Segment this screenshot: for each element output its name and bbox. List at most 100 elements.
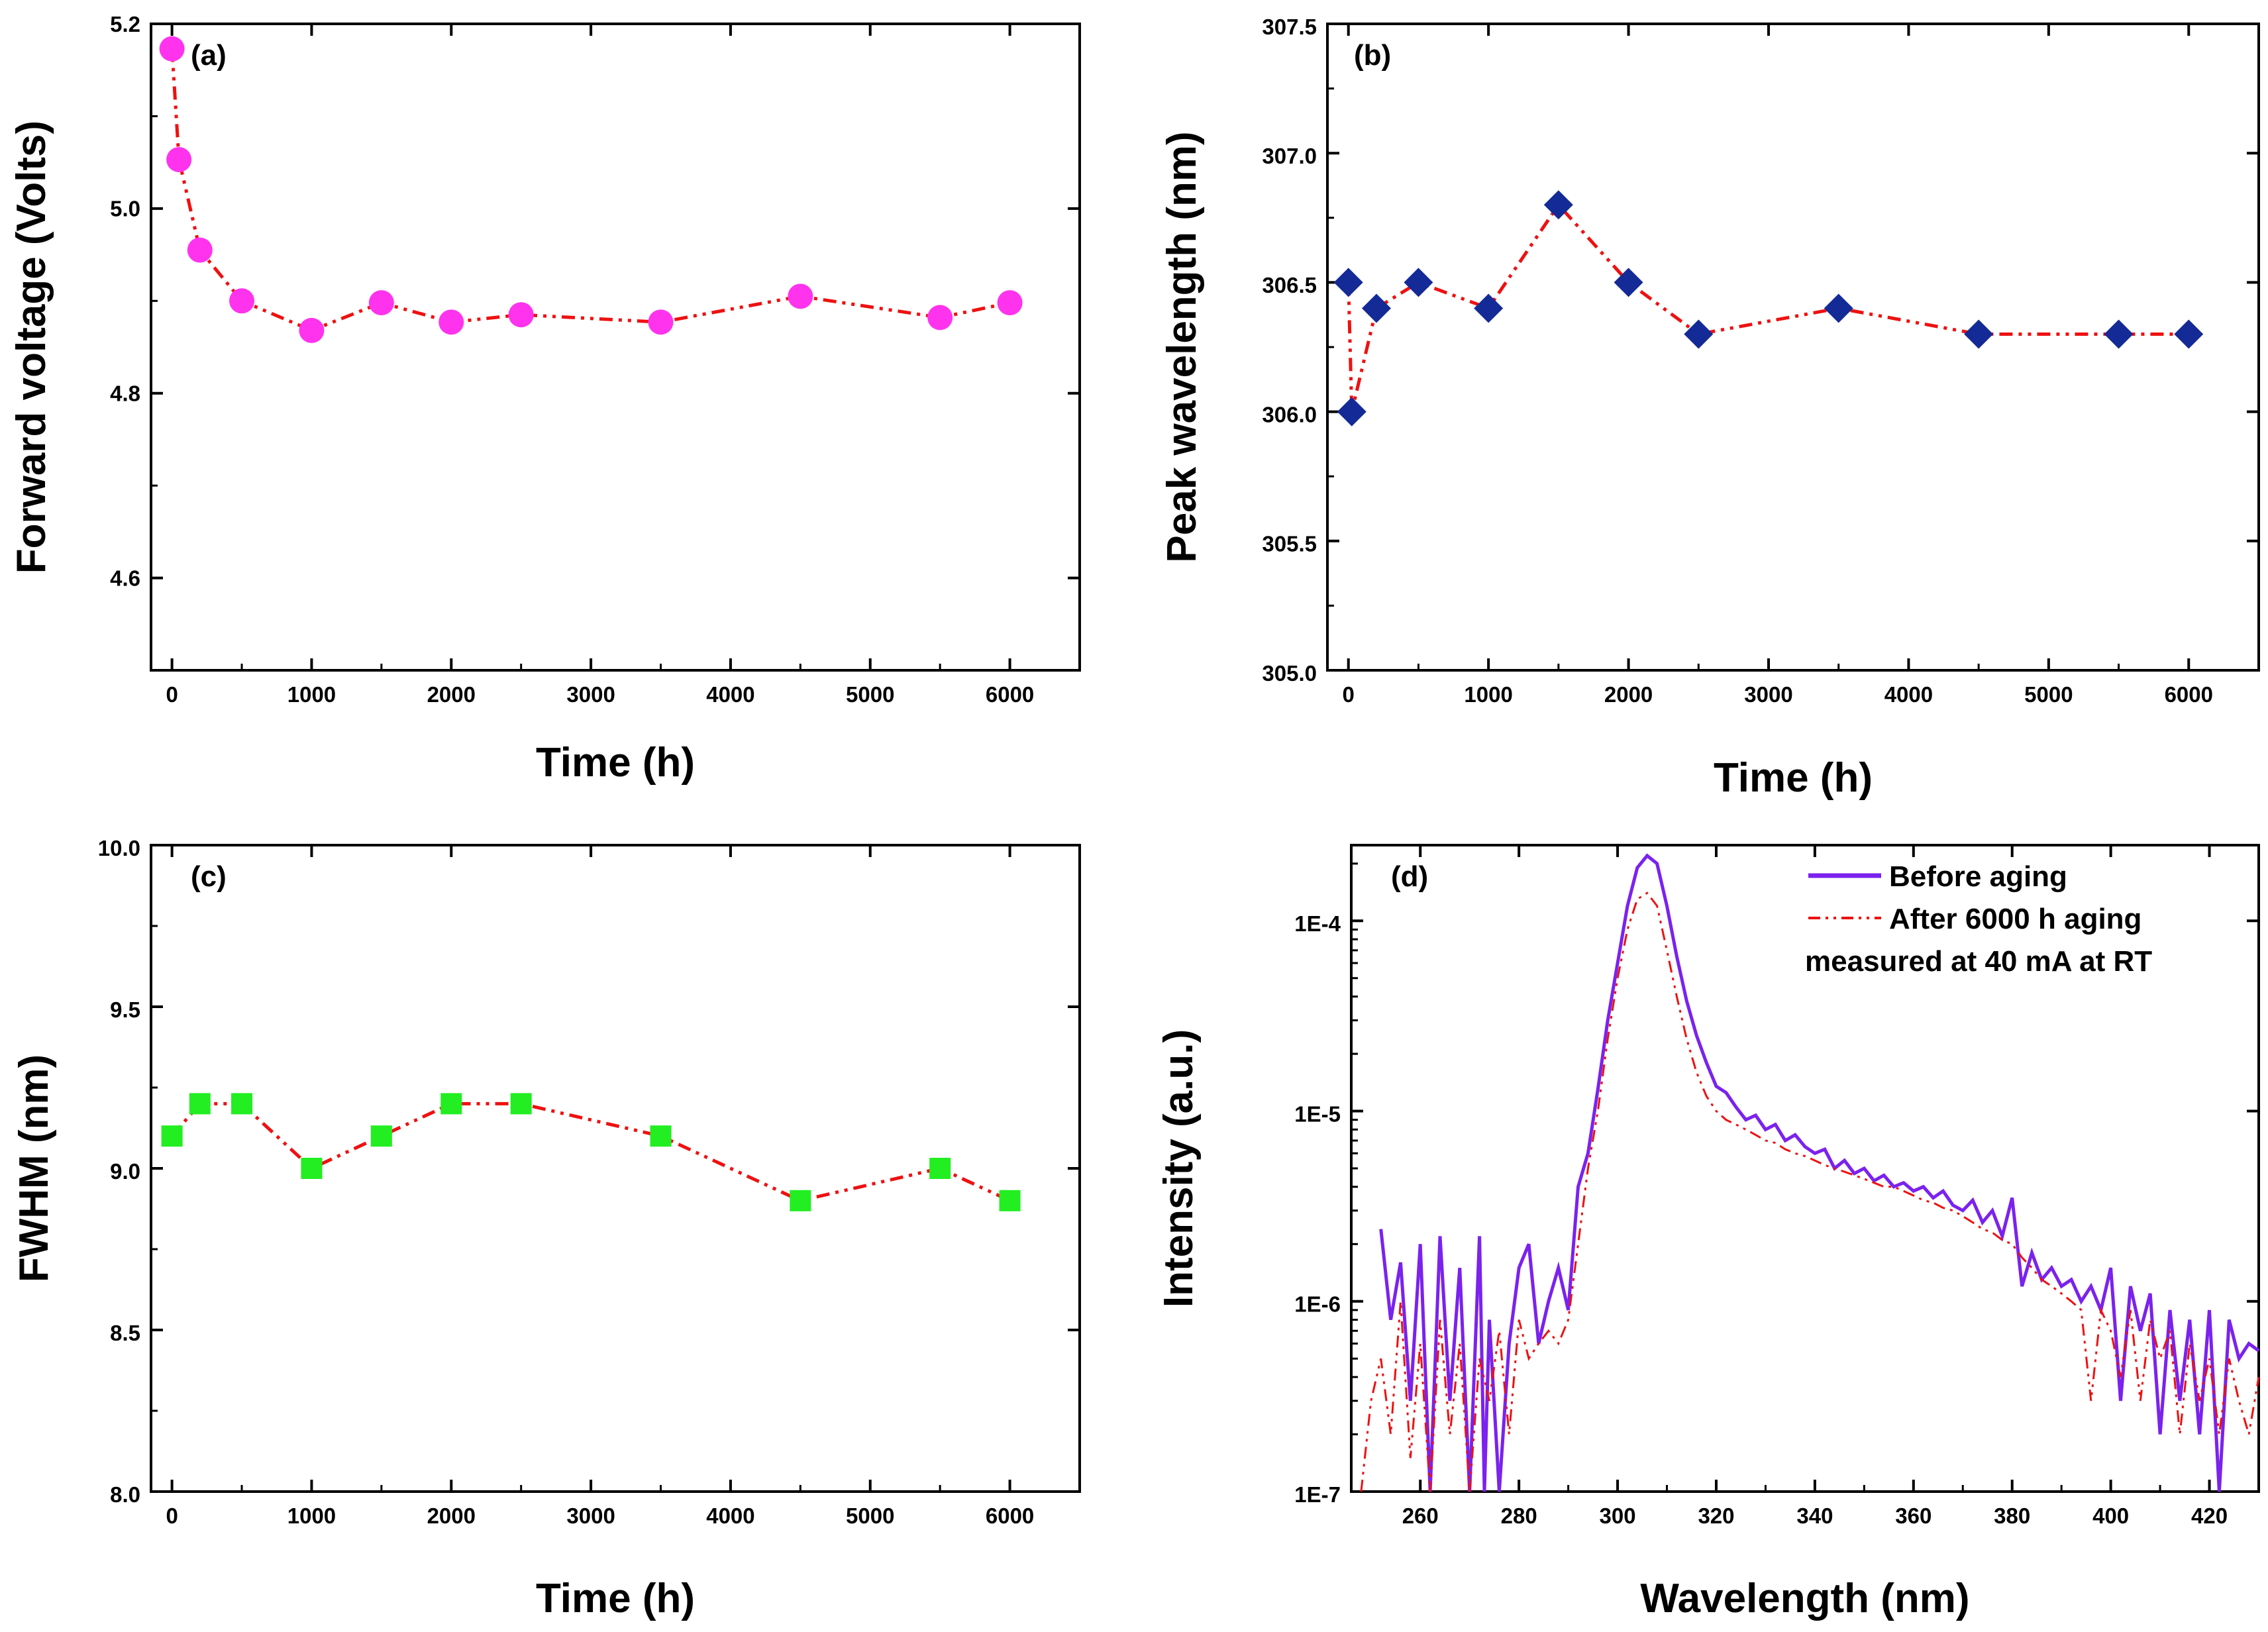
data-point-c bbox=[189, 1093, 211, 1115]
x-tick-label-a: 1000 bbox=[287, 682, 336, 707]
x-tick-label-c: 5000 bbox=[846, 1504, 894, 1528]
y-tick-label-a: 4.8 bbox=[110, 382, 140, 406]
data-point-a bbox=[187, 237, 213, 263]
panel-b: 0 1000 2000 3000 4000 5000 6000 305.0 305.5 306.0… bbox=[1159, 15, 2260, 801]
data-point-a bbox=[927, 305, 953, 331]
x-tick-label-d: 340 bbox=[1796, 1504, 1833, 1528]
data-point-b bbox=[1333, 268, 1363, 297]
y-tick-label-c: 8.5 bbox=[110, 1321, 140, 1345]
data-point-b bbox=[2104, 319, 2134, 349]
x-axis-title-a: Time (h) bbox=[536, 740, 695, 786]
x-axis-title-c: Time (h) bbox=[536, 1576, 695, 1621]
x-tick-label-a: 6000 bbox=[986, 682, 1034, 707]
x-tick-label-a: 3000 bbox=[566, 682, 615, 707]
y-tick-label-b: 306.5 bbox=[1262, 273, 1317, 297]
legend: Before aging After 6000 h aging measured… bbox=[1805, 860, 2152, 978]
x-axis-title-d: Wavelength (nm) bbox=[1640, 1576, 1969, 1621]
x-tick-label-a: 5000 bbox=[846, 682, 894, 707]
data-point-a bbox=[166, 146, 192, 172]
data-point-a bbox=[229, 288, 255, 314]
x-axis-title-b: Time (h) bbox=[1714, 755, 1873, 801]
data-point-b bbox=[1543, 190, 1573, 220]
series-line-after-aging bbox=[1360, 892, 2260, 1492]
panel-a: 0 1000 2000 3000 4000 5000 6000 4.6 4.8 5.0 5.2 Tim… bbox=[9, 12, 1081, 786]
x-tick-label-d: 360 bbox=[1895, 1504, 1932, 1528]
y-tick-label-a: 5.0 bbox=[110, 197, 140, 221]
data-point-b bbox=[1404, 268, 1433, 297]
data-point-a bbox=[299, 317, 325, 343]
data-point-c bbox=[790, 1190, 811, 1211]
legend-label-after-aging: After 6000 h aging bbox=[1889, 903, 2141, 935]
x-tick-label-c: 0 bbox=[166, 1504, 178, 1528]
y-tick-label-b: 307.0 bbox=[1262, 144, 1317, 168]
y-tick-label-b: 307.5 bbox=[1262, 15, 1317, 39]
x-tick-label-d: 420 bbox=[2191, 1504, 2228, 1528]
x-tick-label-d: 300 bbox=[1600, 1504, 1636, 1528]
y-axis-title-a: Forward voltage (Volts) bbox=[9, 121, 54, 574]
y-tick-label-c: 9.0 bbox=[110, 1159, 140, 1184]
legend-note: measured at 40 mA at RT bbox=[1805, 945, 2152, 978]
x-tick-label-d: 380 bbox=[1994, 1504, 2030, 1528]
x-tick-label-c: 6000 bbox=[986, 1504, 1034, 1528]
x-tick-label-b: 6000 bbox=[2165, 682, 2213, 707]
data-point-c bbox=[510, 1093, 532, 1115]
x-tick-label-b: 1000 bbox=[1464, 682, 1512, 707]
panel-c: 0 1000 2000 3000 4000 5000 6000 8.0 8.5 9.0 9.5 10.… bbox=[11, 836, 1081, 1621]
x-tick-label-c: 1000 bbox=[287, 1504, 336, 1528]
data-point-b bbox=[1684, 319, 1714, 349]
legend-label-before-aging: Before aging bbox=[1889, 860, 2067, 893]
data-point-c bbox=[440, 1093, 462, 1115]
data-point-c bbox=[301, 1158, 323, 1179]
data-point-c bbox=[161, 1125, 183, 1147]
panel-label-c: (c) bbox=[191, 860, 227, 893]
y-tick-label-a: 4.6 bbox=[110, 566, 140, 590]
panel-label-a: (a) bbox=[191, 39, 227, 72]
data-point-a bbox=[788, 283, 813, 309]
y-tick-label-c: 8.0 bbox=[110, 1482, 140, 1507]
panel-label-d: (d) bbox=[1391, 860, 1428, 893]
data-point-c bbox=[999, 1190, 1021, 1211]
series-line-a bbox=[170, 48, 1011, 332]
x-tick-label-b: 5000 bbox=[2024, 682, 2073, 707]
x-tick-label-b: 2000 bbox=[1604, 682, 1653, 707]
plot-frame-a bbox=[150, 23, 1081, 672]
data-point-b bbox=[2174, 319, 2204, 349]
x-tick-label-d: 400 bbox=[2092, 1504, 2129, 1528]
data-point-a bbox=[438, 309, 464, 335]
data-point-c bbox=[231, 1093, 253, 1115]
x-tick-label-d: 280 bbox=[1501, 1504, 1537, 1528]
y-tick-label-d: 1E-5 bbox=[1294, 1101, 1341, 1126]
data-point-c bbox=[650, 1125, 672, 1147]
y-tick-label-d: 1E-7 bbox=[1294, 1482, 1341, 1507]
data-point-c bbox=[929, 1158, 951, 1179]
series-line-b bbox=[1347, 202, 2189, 413]
y-tick-label-c: 10.0 bbox=[98, 836, 140, 860]
x-tick-label-c: 4000 bbox=[706, 1504, 754, 1528]
x-tick-label-b: 0 bbox=[1343, 682, 1355, 707]
x-tick-label-c: 2000 bbox=[427, 1504, 476, 1528]
y-tick-label-c: 9.5 bbox=[110, 997, 140, 1022]
y-tick-label-b: 306.0 bbox=[1262, 402, 1317, 427]
series-line-before-aging bbox=[1379, 853, 2260, 1492]
panel-d: 260 280 300 320 340 360 380 400 420 1E-7 1E-6 1E-5 1… bbox=[1156, 844, 2260, 1621]
y-axis-title-d: Intensity (a.u.) bbox=[1156, 1029, 1202, 1307]
data-point-b bbox=[1824, 293, 1853, 323]
data-point-c bbox=[370, 1125, 392, 1147]
data-point-a bbox=[368, 290, 394, 316]
panel-label-b: (b) bbox=[1354, 39, 1391, 72]
x-tick-label-d: 260 bbox=[1402, 1504, 1439, 1528]
y-tick-label-b: 305.0 bbox=[1262, 661, 1317, 686]
y-tick-label-d: 1E-4 bbox=[1294, 911, 1341, 936]
data-point-b bbox=[1964, 319, 1994, 349]
data-point-b bbox=[1474, 293, 1504, 323]
data-point-b bbox=[1614, 268, 1643, 297]
data-point-b bbox=[1362, 293, 1391, 323]
data-point-a bbox=[648, 309, 674, 335]
x-tick-label-a: 4000 bbox=[706, 682, 754, 707]
y-axis-title-c: FWHM (nm) bbox=[11, 1054, 57, 1282]
y-tick-label-a: 5.2 bbox=[110, 12, 140, 36]
x-tick-label-a: 2000 bbox=[427, 682, 476, 707]
y-tick-label-b: 305.5 bbox=[1262, 532, 1317, 556]
x-tick-label-a: 0 bbox=[166, 682, 178, 707]
